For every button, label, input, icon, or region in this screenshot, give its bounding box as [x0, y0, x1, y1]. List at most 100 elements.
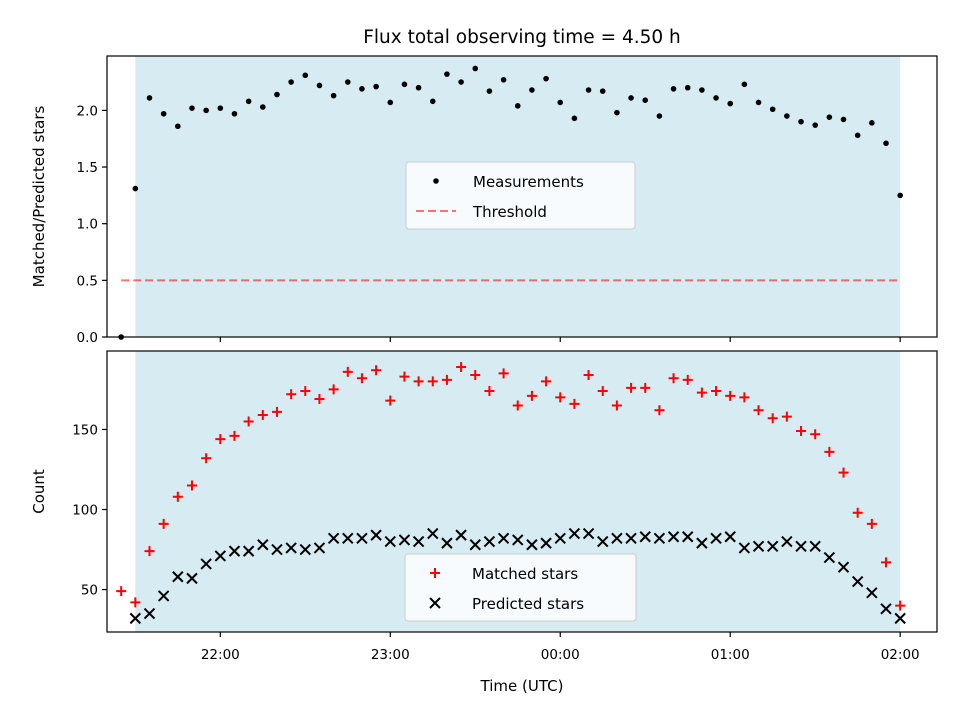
data-point [880, 603, 892, 615]
data-point [257, 539, 269, 551]
data-point [215, 434, 226, 445]
legend-label: Measurements [473, 173, 584, 191]
chart-title: Flux total observing time = 4.50 h [363, 27, 681, 48]
data-point [330, 92, 337, 99]
legend-box [405, 161, 636, 230]
data-point [172, 571, 184, 583]
data-point [458, 79, 464, 85]
data-point [201, 453, 212, 464]
data-point [413, 376, 424, 387]
data-point [682, 531, 694, 543]
data-point [299, 543, 312, 556]
legend-marker [430, 568, 440, 578]
data-point [699, 87, 705, 93]
data-point [373, 83, 379, 90]
data-point [444, 71, 450, 77]
data-point [526, 539, 538, 551]
data-point [313, 542, 326, 554]
legend-box [404, 553, 637, 622]
data-point [611, 532, 623, 545]
data-point [359, 86, 365, 92]
data-point [809, 540, 821, 553]
y-tick-label: 100 [72, 503, 98, 519]
legend: Measurements Threshold [405, 161, 636, 230]
data-point [200, 558, 212, 570]
data-point [883, 140, 889, 147]
data-point [483, 535, 496, 548]
data-point [571, 115, 578, 122]
data-point [866, 587, 878, 599]
data-point [724, 531, 736, 543]
data-point [512, 400, 523, 411]
data-point [472, 65, 479, 72]
data-point [585, 87, 592, 93]
y-axis-title: Matched/Predicted stars [30, 106, 48, 288]
ratio-panel: 0.0 0.5 1.0 1.5 2.0 Matched/Predicted stars Me… [30, 55, 938, 346]
data-point [640, 382, 651, 393]
data-point [285, 542, 297, 554]
data-point [781, 411, 792, 422]
series-measurements [118, 65, 903, 340]
y-tick-label: 0.0 [77, 330, 98, 346]
data-point [725, 390, 736, 401]
y-tick-label: 0.5 [77, 273, 98, 289]
data-point [217, 105, 224, 111]
data-point [512, 534, 524, 546]
data-point [824, 446, 835, 457]
data-point [869, 120, 875, 126]
legend-marker [433, 178, 439, 184]
data-point [286, 389, 297, 400]
data-point [766, 540, 779, 553]
data-point [470, 370, 481, 381]
data-point [795, 540, 807, 553]
data-point [854, 132, 861, 139]
data-point [727, 100, 734, 107]
data-point [288, 79, 294, 85]
data-point [314, 394, 325, 405]
data-point [143, 607, 156, 620]
y-tick-label: 50 [81, 583, 98, 599]
data-point [713, 95, 719, 101]
data-point [568, 527, 581, 540]
data-point [132, 185, 139, 192]
x-tick-label: 00:00 [541, 647, 580, 663]
data-point [529, 87, 535, 93]
data-point [186, 572, 198, 585]
data-point [274, 91, 280, 98]
data-point [639, 531, 651, 543]
data-point [753, 405, 764, 416]
data-point [203, 107, 209, 114]
data-point [328, 384, 339, 395]
data-point [611, 400, 622, 411]
data-point [229, 430, 240, 441]
data-point [441, 374, 452, 385]
data-point [342, 366, 353, 377]
data-point [696, 387, 707, 398]
data-point [628, 95, 634, 101]
data-point [881, 557, 892, 568]
data-point [455, 529, 467, 541]
data-point [582, 527, 595, 540]
data-point [752, 540, 765, 553]
data-point [371, 365, 382, 376]
data-point [356, 532, 368, 545]
y-axis-title: Count [30, 469, 48, 514]
data-point [242, 545, 255, 557]
data-point [356, 373, 367, 384]
data-point [668, 373, 679, 384]
data-point [654, 405, 665, 416]
data-point [554, 532, 566, 545]
x-tick-label: 23:00 [371, 647, 410, 663]
y-tick-label: 150 [72, 422, 98, 438]
data-point [738, 542, 751, 554]
y-tick-label: 1.0 [77, 217, 98, 233]
data-point [214, 550, 227, 562]
data-point [838, 467, 849, 478]
data-point [526, 390, 537, 401]
data-point [812, 122, 818, 128]
data-point [316, 82, 323, 89]
data-point [271, 543, 283, 556]
data-point [385, 395, 396, 406]
data-point [228, 545, 241, 557]
